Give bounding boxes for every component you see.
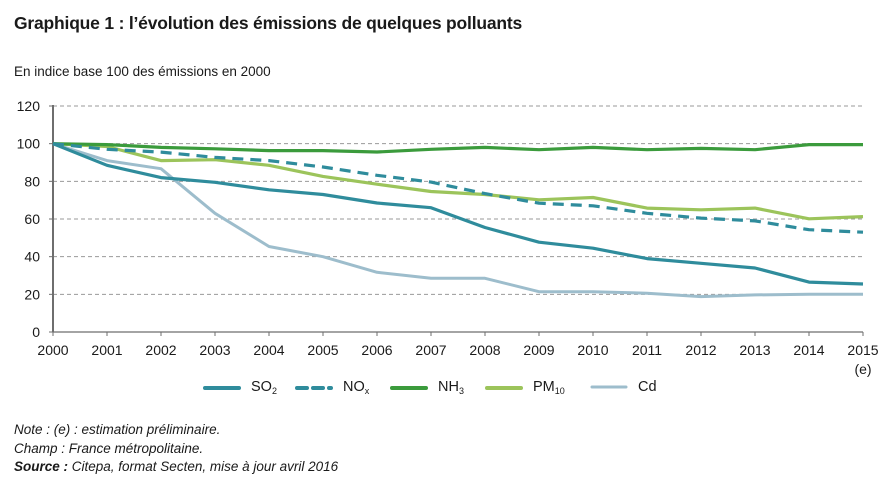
source-label: Source : (14, 459, 69, 474)
x-tick-label-2015: 2015 (847, 342, 878, 358)
x-tick-label-2014: 2014 (793, 342, 824, 358)
x-tick-label-2003: 2003 (199, 342, 230, 358)
legend-label-cd: Cd (638, 379, 657, 395)
legend-swatch-pm10 (485, 385, 523, 390)
y-tick-label-60: 60 (24, 211, 40, 227)
legend-swatch-nox (295, 385, 333, 390)
x-tick-label-2011: 2011 (632, 342, 662, 358)
series-line-so2 (52, 142, 864, 286)
y-tick-label-0: 0 (32, 324, 40, 340)
source-line: Source : Citepa, format Secten, mise à j… (14, 458, 338, 477)
x-tick-label-2007: 2007 (415, 342, 446, 358)
x-tick-label-2004: 2004 (253, 342, 284, 358)
series-line-nox (52, 142, 864, 234)
legend-swatch-cd (590, 385, 628, 389)
legend-label-nox: NOx (343, 379, 370, 396)
legend: SO2 NOx NH3 PM10 Cd (200, 379, 680, 399)
source-text: Citepa, format Secten, mise à jour avril… (68, 459, 339, 474)
x-tick-label-2000: 2000 (37, 342, 68, 358)
legend-swatch-so2 (203, 385, 241, 390)
x-tick-label-2001: 2001 (91, 342, 122, 358)
x-tick-label-2005: 2005 (307, 342, 338, 358)
chart-title: Graphique 1 : l’évolution des émissions … (14, 13, 523, 33)
legend-item-cd: Cd (590, 379, 657, 395)
y-tick-label-40: 40 (24, 249, 40, 265)
x-axis-ticks: 2000 2001 2002 2003 2004 2005 2006 2007 2008 2009… (37, 332, 879, 377)
y-tick-label-20: 20 (24, 286, 40, 302)
legend-item-nh3: NH3 (390, 379, 464, 396)
legend-label-pm10: PM10 (533, 379, 565, 396)
x-tick-label-2006: 2006 (361, 342, 392, 358)
x-tick-label-2010: 2010 (577, 342, 608, 358)
series-line-pm10 (52, 142, 864, 221)
legend-item-so2: SO2 (203, 379, 277, 396)
chart-subtitle: En indice base 100 des émissions en 2000 (14, 64, 271, 79)
legend-label-nh3: NH3 (438, 379, 464, 396)
champ-line: Champ : France métropolitaine. (14, 440, 204, 456)
note-line: Note : (e) : estimation préliminaire. (14, 422, 221, 437)
x-tick-label-2012: 2012 (685, 342, 716, 358)
y-axis-ticks: 0 20 40 60 80 100 120 (17, 98, 53, 340)
axes (52, 105, 863, 333)
legend-item-nox: NOx (295, 379, 369, 396)
y-tick-label-100: 100 (17, 136, 41, 152)
legend-swatch-nh3 (390, 385, 428, 390)
x-tick-label-2002: 2002 (145, 342, 176, 358)
series-line-nh3 (52, 142, 863, 154)
legend-label-so2: SO2 (251, 379, 277, 396)
series-line-cd (52, 142, 863, 299)
chart-notes: Note : (e) : estimation préliminaire. Ch… (14, 421, 338, 477)
legend-item-pm10: PM10 (485, 379, 565, 396)
y-tick-label-120: 120 (17, 98, 41, 114)
x-tick-label-2013: 2013 (739, 342, 770, 358)
x-annotation-estimate: (e) (854, 361, 871, 377)
y-tick-label-80: 80 (24, 173, 40, 189)
x-tick-label-2008: 2008 (469, 342, 500, 358)
x-tick-label-2009: 2009 (523, 342, 554, 358)
series-lines (52, 142, 864, 299)
